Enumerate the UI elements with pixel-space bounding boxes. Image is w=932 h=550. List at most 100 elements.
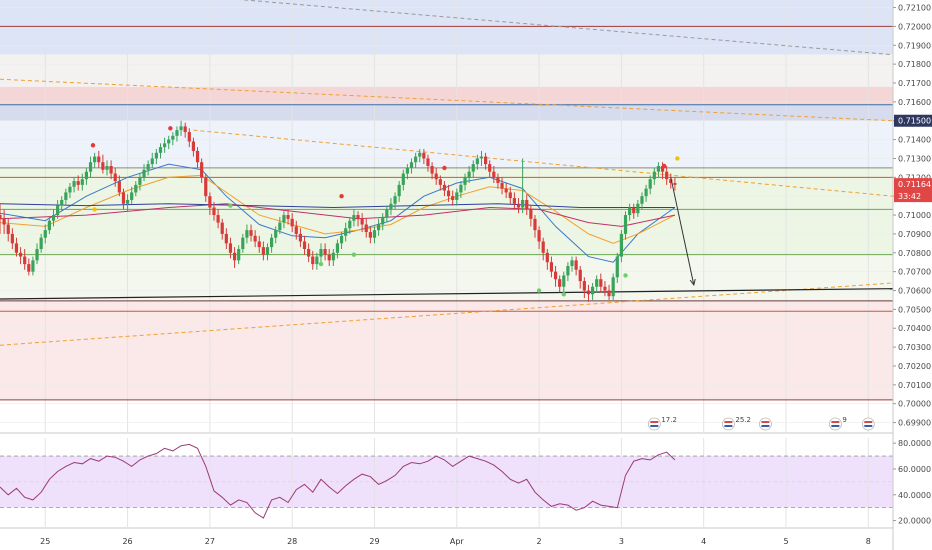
price-tick-label: 0.71700 [898, 79, 931, 88]
candle-body [582, 281, 586, 291]
candle [125, 194, 130, 212]
candle-body [31, 260, 35, 272]
candle-body [43, 230, 47, 238]
price-bands [0, 0, 893, 400]
time-axis-label: 25 [40, 537, 50, 546]
candle-body [282, 215, 286, 223]
candle [590, 282, 595, 300]
candle [101, 154, 105, 174]
candle [294, 220, 298, 240]
candle-body [430, 166, 434, 174]
candle-body [574, 260, 578, 270]
candle [187, 128, 191, 148]
candle [623, 211, 628, 240]
candle-body [27, 264, 31, 272]
candle [409, 158, 414, 174]
candle-body [237, 249, 241, 261]
candle-body [537, 230, 541, 242]
candle-body [228, 243, 233, 253]
candle [508, 186, 512, 204]
candle-body [80, 179, 84, 185]
candle [6, 218, 10, 242]
candle-body [47, 220, 51, 231]
candle-body [14, 243, 19, 253]
candle [578, 265, 582, 289]
price-tick-label: 0.71800 [898, 60, 931, 69]
candle [356, 211, 360, 227]
candle [117, 175, 121, 197]
candle-body [623, 215, 628, 234]
candle-body [327, 254, 331, 261]
candle-body [101, 162, 105, 170]
flag-stripe [864, 425, 873, 427]
flag-stripe [724, 425, 733, 427]
candle [615, 252, 619, 283]
candle-body [463, 177, 467, 185]
time-axis-label: 26 [122, 537, 132, 546]
moving-average-line [0, 174, 676, 244]
moving-averages [0, 163, 676, 263]
candle-body [611, 277, 615, 297]
candle [644, 184, 648, 202]
candle-body [195, 150, 200, 163]
candle [208, 192, 212, 216]
signal-dot [536, 288, 542, 293]
candle [442, 181, 447, 197]
price-tick-label: 0.70300 [898, 343, 931, 352]
candle-body [368, 232, 372, 238]
candle [376, 218, 381, 236]
candle [504, 182, 508, 199]
candle-body [504, 188, 508, 193]
candle [138, 173, 142, 191]
candle [175, 126, 179, 142]
oscillator-tick-label: 20.0000 [898, 517, 931, 526]
projection-arrow-line [670, 177, 695, 285]
candle-body [352, 215, 356, 221]
last-price-label: 0.71164 [898, 180, 931, 189]
flag-stripe [761, 421, 770, 423]
candle-body [590, 286, 595, 295]
candle-body [656, 166, 661, 172]
candle-body [562, 275, 566, 287]
candle-body [88, 162, 93, 172]
candle-body [51, 215, 56, 221]
price-tick-label: 0.70600 [898, 287, 931, 296]
candle [619, 230, 623, 263]
candle [673, 177, 677, 191]
candle-body [381, 216, 385, 225]
candle-body [290, 218, 294, 227]
candle [68, 182, 72, 199]
candle-body [339, 235, 344, 244]
signal-dot [661, 163, 667, 169]
candle-body [163, 143, 167, 148]
candle-body [549, 262, 554, 272]
candle [261, 241, 265, 261]
candle [405, 164, 410, 180]
candle [475, 154, 479, 170]
candle [88, 156, 93, 178]
candle-body [446, 190, 451, 197]
signal-dot [623, 273, 628, 278]
candle [483, 152, 488, 170]
candle-body [216, 215, 220, 223]
candle [574, 256, 578, 276]
candle [146, 160, 150, 176]
candle-body [10, 233, 14, 244]
candle [228, 237, 233, 259]
last-price-badge [894, 178, 932, 203]
candle-body [302, 241, 307, 250]
candle [500, 177, 504, 195]
candle-body [558, 279, 562, 287]
candle-body [475, 158, 479, 165]
candle-body [529, 209, 533, 219]
candle [14, 237, 19, 257]
candle [335, 239, 340, 259]
candle-body [220, 222, 224, 234]
candle-body [286, 215, 290, 219]
candle [364, 218, 368, 238]
countdown-label: 33:42 [898, 192, 921, 201]
candle-body [640, 196, 644, 204]
candle [232, 247, 237, 268]
candle-body [438, 179, 442, 185]
signal-dot [318, 261, 324, 267]
